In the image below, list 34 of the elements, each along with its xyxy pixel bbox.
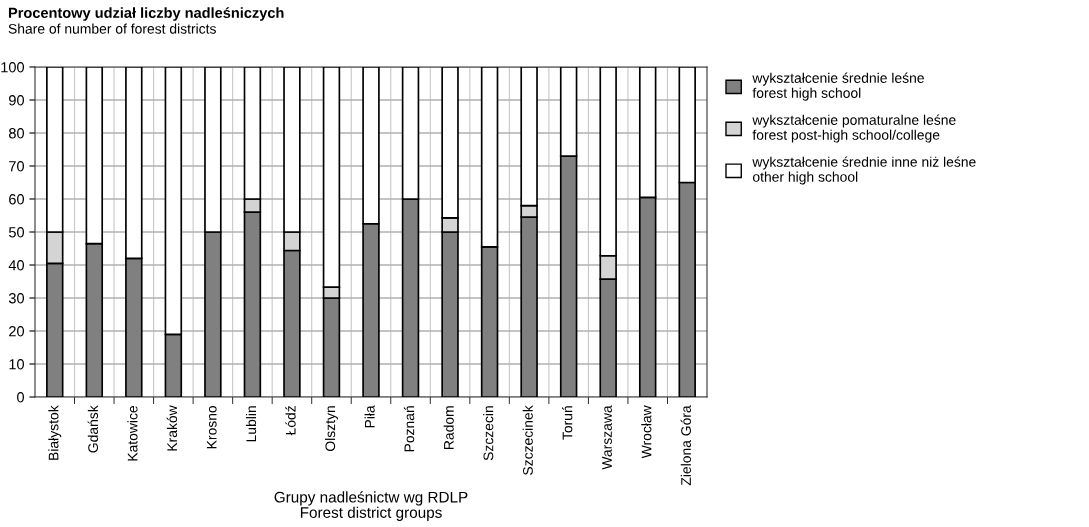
x-tick-label: Warszawa — [602, 405, 612, 470]
chart-subtitle: Share of number of forest districts — [8, 23, 216, 34]
x-tick-label: Gdańsk — [87, 405, 99, 453]
x-tick-label: Białystok — [48, 405, 62, 460]
x-axis-title: Grupy nadleśnictw wg RDLP Forest district groups — [274, 491, 468, 521]
y-tick-label: 60 — [9, 194, 25, 205]
x-tick-label: Poznań — [403, 406, 415, 452]
y-tick-label: 100 — [1, 62, 25, 73]
x-tick-label: Szczecin — [483, 406, 494, 461]
x-tick-label: Krosno — [206, 405, 217, 449]
x-tick-label: Zielona Góra — [680, 405, 691, 486]
y-tick-label: 10 — [9, 359, 25, 370]
y-tick-label: 50 — [8, 227, 25, 238]
y-tick-label: 80 — [9, 128, 25, 139]
chart-title: Procentowy udział liczby nadleśniczych — [8, 7, 284, 21]
x-tick-label: Katowice — [127, 405, 138, 461]
x-tick-label: Kraków — [166, 405, 178, 451]
x-tick-label: Radom — [443, 406, 454, 449]
x-tick-label: Szczecinek — [522, 405, 533, 475]
x-tick-label: Łódź — [285, 406, 296, 436]
y-tick-label: 40 — [8, 260, 25, 271]
x-tick-label: Wrocław — [641, 405, 652, 459]
y-tick-label: 0 — [17, 392, 25, 403]
legend-label: wykształcenie średnie leśne forest high school — [752, 72, 924, 101]
legend-label: wykształcenie średnie inne niż leśne other high school — [752, 156, 976, 185]
y-tick-label: 20 — [9, 326, 25, 337]
x-tick-label: Olsztyn — [325, 406, 338, 451]
legend-label: wykształcenie pomaturalne leśne forest post-high school/college — [752, 114, 956, 143]
y-tick-label: 70 — [9, 161, 25, 172]
x-tick-label: Lublin — [245, 406, 257, 442]
x-tick-label: Piła — [364, 405, 375, 428]
y-tick-label: 90 — [9, 95, 25, 106]
x-tick-label: Toruń — [562, 406, 573, 440]
y-tick-label: 30 — [8, 293, 25, 304]
